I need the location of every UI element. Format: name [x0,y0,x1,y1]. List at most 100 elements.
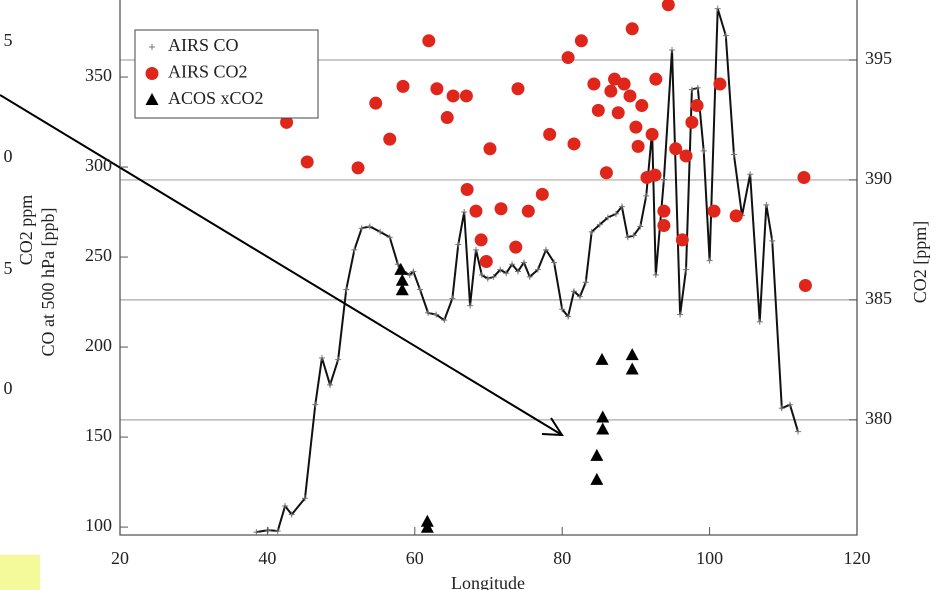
plus-marker [551,259,558,266]
triangle [145,93,159,105]
marks [233,0,812,536]
dot [797,171,811,185]
plus-marker [503,270,510,277]
plus-marker [700,147,707,154]
cut-tick-label: 0 [4,146,13,166]
dot [679,149,693,163]
plus-marker [747,171,754,178]
plus-marker [618,203,625,210]
plus-marker [604,214,611,221]
plus-marker [677,311,684,318]
plus-marker [520,259,527,266]
plus-marker [467,302,474,309]
dot [479,255,493,269]
plus-marker [449,295,456,302]
dot [648,168,662,182]
plus-marker [669,47,676,54]
dot [422,34,436,48]
plus-marker [490,273,497,280]
triangle [420,520,434,533]
triangle [596,410,610,423]
triangle [625,348,639,361]
plus-marker [410,268,417,275]
plus-marker [366,223,373,230]
plus-marker [425,309,432,316]
dot [430,82,444,96]
plus-marker [596,221,603,228]
plus-marker [377,228,384,235]
triangle [394,262,408,275]
plot-frame [119,0,858,536]
y2-tick-label: 380 [865,408,892,428]
annotation-arrow [0,94,564,437]
plus-marker [582,279,589,286]
plus-marker [461,209,468,216]
plus-marker [570,288,577,295]
dot [351,161,365,175]
x-tick-label: 80 [553,548,571,568]
y-axis-label: CO at 500 hPa [ppb] [38,208,58,357]
plus-marker [526,273,533,280]
triangle [590,472,604,485]
dot [625,22,639,36]
dot [713,77,727,91]
legend-label: ACOS xCO2 [168,88,264,108]
y-tick-label: 100 [85,515,112,535]
plus-marker [441,317,448,324]
plus-marker [559,306,566,313]
plus-marker [652,272,659,279]
plus-marker [542,246,549,253]
dot [675,233,689,247]
dot [635,99,649,113]
dot [657,219,671,233]
dot [509,240,523,254]
plus-marker [613,210,620,217]
plus-marker [588,228,595,235]
plus-marker [282,503,289,510]
dot [645,127,659,141]
plus-marker [722,32,729,39]
plus-marker [253,529,260,536]
dot [669,142,683,156]
plus-marker [312,401,319,408]
x-tick-label: 100 [696,548,723,568]
dot [446,89,460,103]
y2-tick-label: 390 [865,168,892,188]
plus-marker [472,246,479,253]
dot [608,72,622,86]
plus-marker [406,272,413,279]
dot [474,233,488,247]
x-tick-label: 40 [258,548,276,568]
triangle [395,273,409,286]
cut-tick-label: 5 [4,30,13,50]
y-tick-label: 200 [85,335,112,355]
x-tick-label: 60 [406,548,424,568]
dot [440,111,454,125]
plus-marker [394,261,401,268]
cut-tick-label: 0 [4,378,13,398]
legend-label: AIRS CO [168,35,239,55]
plus-marker [730,151,737,158]
plus-marker [343,286,350,293]
plus-marker [756,318,763,325]
dot [657,204,671,218]
plus-marker [714,5,721,12]
dot [280,115,294,129]
plus-marker [497,266,504,273]
dot [396,79,410,93]
plus-marker [478,272,485,279]
plus-marker [637,223,644,230]
plus-marker [565,313,572,320]
plus-marker [149,44,155,50]
dot [521,204,535,218]
y-tick-label: 350 [85,65,112,85]
plus-marker [694,84,701,91]
dot [604,84,618,98]
cut-tick-label: 5 [4,258,13,278]
dot [543,127,557,141]
dot [685,115,699,129]
plus-marker [416,286,423,293]
arrow-head [541,417,564,437]
dot [599,166,613,180]
